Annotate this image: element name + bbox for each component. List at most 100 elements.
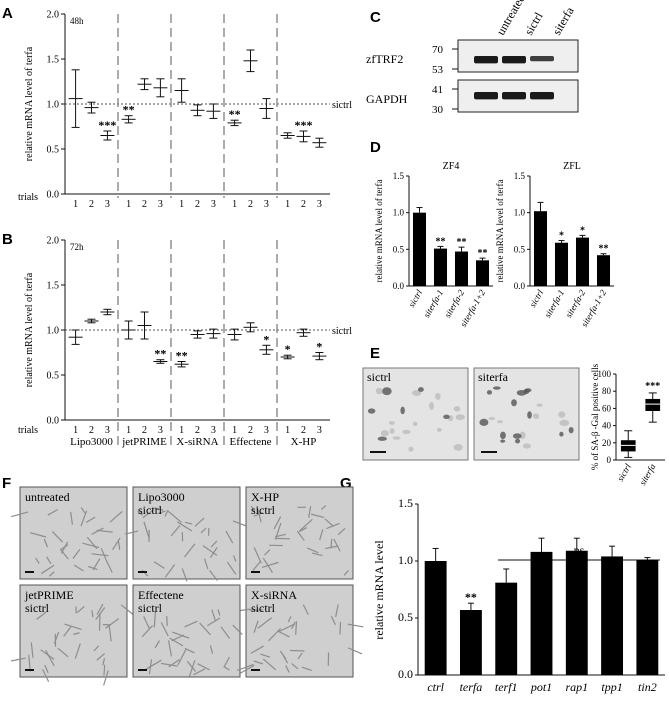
- cell: [199, 622, 211, 636]
- y-tick-label: 1.0: [47, 100, 60, 111]
- cell: [310, 513, 325, 519]
- cell: [343, 569, 349, 576]
- cell: [232, 624, 243, 635]
- trial-number: 1: [232, 425, 237, 436]
- cell: [320, 505, 327, 510]
- bar: [495, 582, 518, 675]
- chart-e-ylabel: % of SA-β -Gal positive cells: [590, 363, 600, 470]
- cell: [319, 529, 324, 541]
- bar: [433, 248, 448, 286]
- cell: [453, 443, 463, 451]
- group-label: Lipo3000: [70, 436, 113, 448]
- chart-a-ylabel: relative mRNA level of terfa: [24, 46, 35, 161]
- cell: [154, 640, 160, 649]
- trial-number: 1: [126, 425, 131, 436]
- panel-label-c: C: [370, 9, 381, 26]
- cell: [73, 564, 84, 572]
- cell: [70, 511, 74, 525]
- cell: [117, 540, 121, 550]
- cell: [240, 608, 251, 612]
- cell: [411, 390, 422, 397]
- trial-number: 1: [285, 199, 290, 210]
- cell: [161, 662, 178, 667]
- cell: [47, 508, 59, 516]
- cell: [28, 654, 31, 672]
- cell: [45, 649, 55, 667]
- cell: [281, 652, 289, 664]
- cell: [380, 430, 389, 437]
- panel-label-b: B: [2, 231, 13, 248]
- category-label: ctrl: [427, 680, 444, 694]
- cell: [291, 663, 299, 670]
- cell: [36, 611, 47, 620]
- chart-a-trials-label: trials: [18, 192, 38, 203]
- cell: [143, 521, 150, 539]
- chart-a-ref-label: sictrl: [332, 100, 352, 111]
- cell: [527, 411, 532, 419]
- cell: [295, 621, 298, 635]
- micrograph-f: [132, 486, 241, 580]
- blot-lane-siterfa: siterfa: [549, 4, 576, 38]
- micrograph-f-sublabel: sictrl: [138, 503, 163, 517]
- cell: [339, 621, 342, 635]
- cell: [335, 604, 339, 618]
- cell: [105, 618, 120, 629]
- category-label: sictrl: [527, 288, 545, 309]
- significance-stars: *: [285, 342, 291, 356]
- cell: [297, 652, 303, 660]
- cell: [522, 443, 531, 449]
- micrograph-f-sublabel: sictrl: [138, 601, 163, 615]
- panel-f-micrographs: untreated Lipo3000sictrlX-HPsictrljetPRIM…: [10, 486, 364, 686]
- cell: [160, 622, 169, 637]
- cell: [194, 517, 205, 527]
- cell: [264, 549, 271, 556]
- y-tick-label: 0: [607, 455, 612, 465]
- cell: [268, 627, 282, 642]
- trial-number: 1: [285, 425, 290, 436]
- trial-number: 2: [89, 425, 94, 436]
- significance-stars: ***: [645, 381, 660, 392]
- cell: [80, 510, 88, 527]
- micrograph-f-sublabel: sictrl: [25, 601, 50, 615]
- cell: [184, 647, 195, 654]
- y-tick-label: 0.0: [47, 190, 60, 201]
- cell: [250, 505, 255, 512]
- blot-band: [474, 56, 498, 64]
- cell: [253, 620, 259, 633]
- category-label: tpp1: [601, 680, 622, 694]
- y-tick-label: 1.0: [393, 208, 405, 218]
- category-label: sictrl: [406, 288, 424, 309]
- trial-number: 3: [264, 199, 269, 210]
- cell: [109, 511, 123, 523]
- bar: [412, 212, 427, 286]
- trial-number: 3: [158, 199, 163, 210]
- panel-label-g: G: [340, 475, 352, 492]
- cell: [311, 552, 323, 557]
- cell: [443, 414, 450, 420]
- cell: [260, 653, 271, 658]
- y-tick-label: 0.5: [47, 145, 60, 156]
- cell: [500, 439, 506, 443]
- cell: [455, 414, 465, 421]
- cell: [559, 419, 570, 426]
- y-tick-label: 0.5: [393, 244, 405, 254]
- group-label: X-HP: [291, 436, 317, 448]
- box: [645, 398, 661, 411]
- chart-d-zfl-ylabel: relative mRNA level of terfa: [495, 180, 505, 283]
- cell: [298, 527, 307, 533]
- cell: [558, 411, 566, 418]
- cell: [170, 525, 181, 537]
- y-tick-label: 1.0: [398, 553, 413, 567]
- cell: [253, 547, 262, 564]
- trial-number: 2: [301, 425, 306, 436]
- cell: [46, 556, 52, 565]
- significance-stars: *: [580, 225, 585, 236]
- category-label: siterfa: [637, 462, 657, 487]
- chart-d-zf4-ylabel: relative mRNA level of terfa: [374, 180, 384, 283]
- trial-number: 1: [73, 425, 78, 436]
- cell: [236, 663, 254, 672]
- micrograph-f: [19, 486, 128, 580]
- bar: [530, 551, 553, 675]
- cell: [492, 386, 501, 390]
- cell: [59, 548, 69, 560]
